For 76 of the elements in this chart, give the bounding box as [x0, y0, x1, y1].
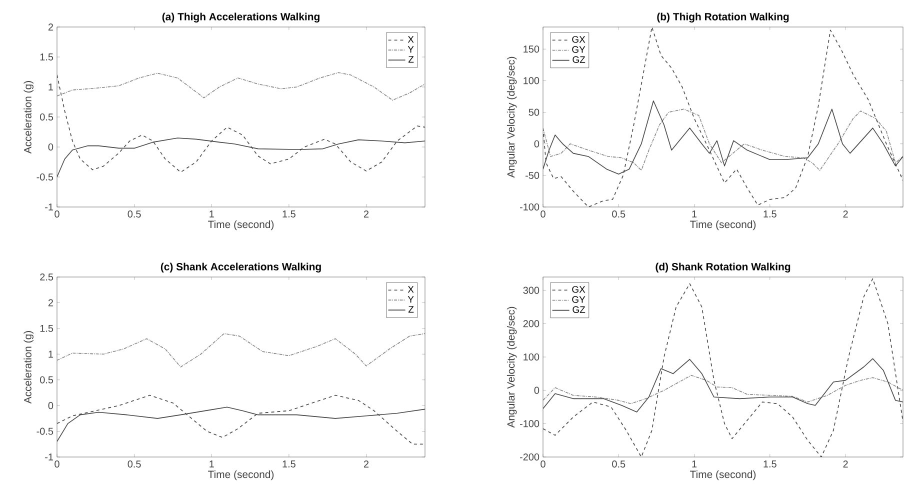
x-tick-label: 1 [210, 460, 214, 468]
y-axis-title: Angular Velocity (deg/sec) [506, 306, 517, 428]
legend-label: GY [572, 46, 586, 53]
y-tick-label: -0.5 [36, 428, 54, 435]
x-axis-title: Time (second) [690, 220, 756, 230]
y-axis-title: Angular Velocity (deg/sec) [506, 56, 517, 178]
x-tick-label: 2 [843, 460, 848, 468]
y-tick-label: 2.5 [40, 273, 54, 281]
chart-title: (d) Shank Rotation Walking [656, 262, 790, 273]
y-tick-label: 50 [528, 108, 540, 116]
x-axis-title: Time (second) [208, 220, 274, 230]
y-tick-label: 0 [534, 140, 540, 148]
y-axis-title: Acceleration (g) [24, 331, 34, 404]
line-series [543, 26, 904, 207]
chart-title: (b) Thigh Rotation Walking [657, 12, 789, 22]
line-series [543, 278, 904, 457]
y-tick-label: 150 [524, 46, 540, 53]
legend-label: GX [572, 36, 586, 43]
x-tick-label: 2 [364, 460, 369, 468]
y-tick-label: 0 [48, 402, 54, 410]
y-tick-label: -200 [520, 453, 540, 461]
y-axis-title: Acceleration (g) [24, 81, 34, 154]
x-tick-label: 1.5 [282, 210, 296, 218]
x-tick-label: 1.5 [282, 460, 296, 468]
line-series [57, 72, 426, 101]
y-tick-label: 300 [523, 286, 540, 294]
x-axis-title: Time (second) [208, 470, 274, 480]
x-axis-title: Time (second) [690, 470, 756, 480]
x-tick-label: 1.5 [764, 460, 776, 468]
x-tick-label: 2 [843, 210, 848, 218]
y-tick-label: -50 [526, 172, 540, 179]
x-tick-label: 1 [692, 460, 697, 468]
x-tick-label: 1.5 [764, 210, 776, 218]
line-series [57, 333, 426, 368]
y-tick-label: -0.5 [36, 173, 54, 181]
y-tick-label: 200 [523, 320, 540, 328]
y-tick-label: -1 [45, 204, 53, 210]
y-tick-label: 0 [48, 143, 54, 151]
legend-label: GZ [572, 56, 586, 63]
legend-label: Z [408, 56, 414, 63]
y-tick-label: 0 [534, 386, 540, 394]
y-tick-label: 2 [48, 24, 53, 30]
y-tick-label: 100 [524, 353, 540, 361]
y-tick-label: 1.5 [40, 324, 54, 332]
legend-label: GZ [572, 306, 586, 313]
y-tick-label: 1 [48, 350, 53, 358]
legend-label: GY [572, 296, 586, 303]
x-tick-label: 0.5 [128, 210, 141, 218]
line-series [543, 374, 904, 404]
legend-label: Y [408, 46, 414, 53]
legend-label: Y [408, 296, 414, 303]
x-tick-label: 1 [210, 210, 214, 218]
x-tick-label: 1 [692, 210, 697, 218]
x-tick-label: 0.5 [128, 460, 141, 468]
y-tick-label: 0.5 [40, 113, 54, 121]
x-tick-label: 0.5 [612, 460, 626, 468]
chart-title: (c) Shank Accelerations Walking [160, 262, 321, 273]
x-tick-label: 0.5 [612, 210, 626, 218]
legend-label: X [408, 36, 414, 43]
y-tick-label: 0.5 [40, 376, 54, 384]
legend-label: GX [572, 286, 586, 293]
x-tick-label: 0 [54, 460, 60, 468]
y-tick-label: 100 [524, 77, 540, 84]
legend-label: X [408, 286, 414, 293]
y-tick-label: 1.5 [40, 54, 54, 60]
y-tick-label: -100 [520, 203, 540, 211]
x-tick-label: 0 [54, 210, 60, 218]
y-tick-label: 2 [48, 299, 53, 306]
legend-label: Z [408, 306, 414, 313]
x-tick-label: 0 [540, 460, 546, 468]
chart-title: (a) Thigh Accelerations Walking [162, 12, 320, 22]
x-tick-label: 0 [540, 210, 546, 218]
y-tick-label: -100 [520, 420, 540, 428]
x-tick-label: 2 [364, 210, 369, 218]
y-tick-label: -1 [45, 454, 53, 460]
y-tick-label: 1 [48, 84, 53, 90]
